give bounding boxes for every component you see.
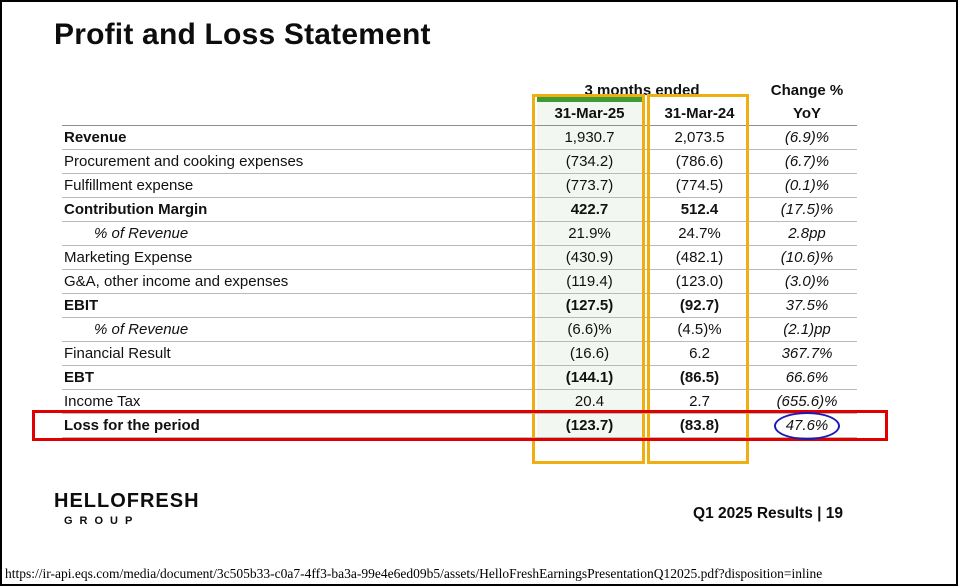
row-revenue: Revenue 1,930.7 2,073.5 (6.9)% — [62, 126, 857, 150]
row-marketing: Marketing Expense (430.9) (482.1) (10.6)… — [62, 246, 857, 270]
value-31-mar-25: (127.5) — [537, 294, 642, 317]
value-31-mar-25: (144.1) — [537, 366, 642, 389]
value-yoy: (6.7)% — [784, 153, 830, 170]
change-header: Change % — [770, 82, 844, 99]
value-yoy: (6.9)% — [784, 129, 830, 146]
slide-footer-page-ref: Q1 2025 Results | 19 — [693, 505, 843, 522]
row-contribution-margin: Contribution Margin 422.7 512.4 (17.5)% — [62, 198, 857, 222]
page-title: Profit and Loss Statement — [54, 18, 431, 51]
row-label: Loss for the period — [64, 417, 200, 434]
value-31-mar-25: 20.4 — [537, 390, 642, 413]
row-label: Marketing Expense — [64, 249, 193, 266]
col-header-31-mar-25: 31-Mar-25 — [537, 102, 642, 125]
value-yoy: (2.1)pp — [783, 321, 831, 338]
green-underline — [537, 97, 643, 102]
value-31-mar-25: (16.6) — [537, 342, 642, 365]
row-pct-of-revenue-ebit: % of Revenue (6.6)% (4.5)% (2.1)pp — [62, 318, 857, 342]
value-31-mar-25: 422.7 — [537, 198, 642, 221]
value-31-mar-24: (786.6) — [675, 153, 724, 170]
row-label: G&A, other income and expenses — [64, 273, 289, 290]
row-ebt: EBT (144.1) (86.5) 66.6% — [62, 366, 857, 390]
source-url[interactable]: https://ir-api.eqs.com/media/document/3c… — [5, 566, 823, 581]
row-label: EBT — [64, 369, 94, 386]
value-31-mar-24: (123.0) — [675, 273, 724, 290]
value-yoy: (0.1)% — [784, 177, 830, 194]
value-31-mar-25: (119.4) — [537, 270, 642, 293]
value-31-mar-25: (430.9) — [537, 246, 642, 269]
row-procurement: Procurement and cooking expenses (734.2)… — [62, 150, 857, 174]
logo-subtext: GROUP — [64, 515, 140, 527]
row-ga-other: G&A, other income and expenses (119.4) (… — [62, 270, 857, 294]
row-ebit: EBIT (127.5) (92.7) 37.5% — [62, 294, 857, 318]
value-31-mar-25: (6.6)% — [537, 318, 642, 341]
col-header-31-mar-24: 31-Mar-24 — [664, 105, 735, 122]
column-header-row: 31-Mar-25 31-Mar-24 YoY — [62, 102, 857, 126]
highlight-box-31-mar-24 — [647, 94, 749, 464]
row-label: Revenue — [64, 129, 127, 146]
logo-text: HELLOFRESH — [54, 490, 200, 512]
value-31-mar-24: (774.5) — [675, 177, 724, 194]
value-31-mar-25: (734.2) — [537, 150, 642, 173]
row-label: EBIT — [64, 297, 99, 314]
row-financial-result: Financial Result (16.6) 6.2 367.7% — [62, 342, 857, 366]
value-31-mar-25: 1,930.7 — [537, 126, 642, 149]
row-label: Contribution Margin — [64, 201, 208, 218]
value-31-mar-24: (4.5)% — [677, 321, 722, 338]
value-31-mar-24: (92.7) — [679, 297, 720, 314]
col-header-yoy: YoY — [792, 105, 822, 122]
group-header-spacer — [62, 80, 537, 102]
value-yoy: (655.6)% — [776, 393, 838, 410]
row-label: Procurement and cooking expenses — [64, 153, 304, 170]
pnl-table: 3 months ended Change % 31-Mar-25 31-Mar… — [62, 80, 857, 438]
row-label: Fulfillment expense — [64, 177, 194, 194]
row-label: Income Tax — [64, 393, 141, 410]
value-yoy: (17.5)% — [780, 201, 834, 218]
value-31-mar-24: (83.8) — [679, 417, 720, 434]
value-31-mar-24: 2.7 — [689, 393, 710, 410]
value-yoy: (3.0)% — [784, 273, 830, 290]
value-yoy: 367.7% — [781, 345, 833, 362]
value-31-mar-24: (86.5) — [679, 369, 720, 386]
red-annotation-box — [32, 410, 888, 441]
value-31-mar-24: 512.4 — [680, 201, 719, 218]
value-yoy: 37.5% — [785, 297, 829, 314]
row-pct-of-revenue-cm: % of Revenue 21.9% 24.7% 2.8pp — [62, 222, 857, 246]
value-yoy: 66.6% — [785, 369, 829, 386]
value-yoy: (10.6)% — [780, 249, 834, 266]
value-31-mar-25: 21.9% — [537, 222, 642, 245]
value-31-mar-24: 6.2 — [689, 345, 710, 362]
row-label: % of Revenue — [94, 225, 189, 242]
value-31-mar-25: (123.7) — [537, 414, 642, 437]
row-label: Financial Result — [64, 345, 171, 362]
row-fulfillment: Fulfillment expense (773.7) (774.5) (0.1… — [62, 174, 857, 198]
highlight-box-31-mar-25 — [532, 94, 645, 464]
value-31-mar-25: (773.7) — [537, 174, 642, 197]
value-31-mar-24: 2,073.5 — [674, 129, 725, 146]
row-income-tax: Income Tax 20.4 2.7 (655.6)% — [62, 390, 857, 414]
value-yoy: 2.8pp — [788, 225, 826, 242]
blue-circle-annotation — [774, 412, 840, 440]
value-31-mar-24: (482.1) — [675, 249, 724, 266]
row-label: % of Revenue — [94, 321, 189, 338]
value-31-mar-24: 24.7% — [678, 225, 721, 242]
hellofresh-logo: HELLOFRESH GROUP — [54, 490, 200, 527]
